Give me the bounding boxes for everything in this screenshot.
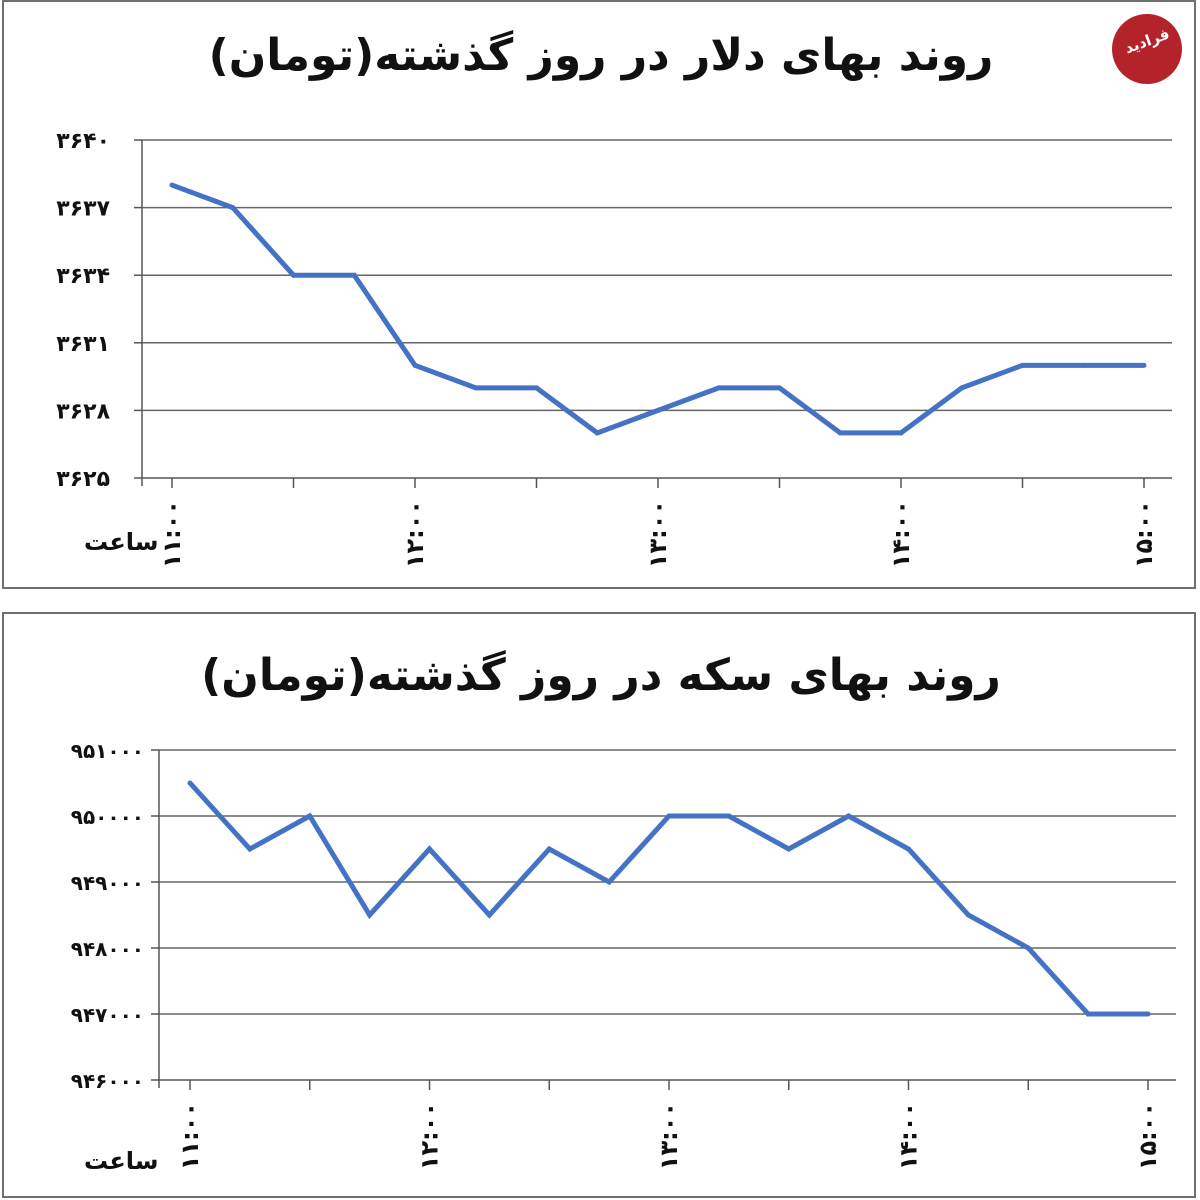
data-point [726,813,732,819]
x-tick-label: ۱۵:۰۰ [1134,1102,1162,1170]
x-tick-label: ۱۳:۰۰ [655,1102,683,1170]
data-point [351,272,357,278]
data-point [1025,945,1031,951]
y-tick-label: ۳۶۲۵ [56,467,110,492]
data-point [786,846,792,852]
data-point [187,780,193,786]
data-point [898,430,904,436]
coin-chart-plot: ۹۵۱۰۰۰ ۹۵۰۰۰۰ ۹۴۹۰۰۰ ۹۴۸۰۰۰ ۹۴۷۰۰۰ ۹۴۶۰۰۰ ۱۱:۰… [71,739,1176,1175]
data-point [307,813,313,819]
data-point [427,846,432,852]
coin-chart-panel: روند بهای سکه در روز گذشته(تومان) ۹۵۱۰۰۰… [2,612,1196,1198]
x-tick-label: ۱۴:۰۰ [895,1102,923,1170]
y-tick-label: ۳۶۳۷ [56,197,110,222]
x-axis-label: ساعت [84,528,158,556]
data-point [1141,362,1147,368]
y-tick-label: ۹۴۸۰۰۰ [71,937,144,961]
y-tick-label: ۹۴۹۰۰۰ [71,871,144,895]
dollar-chart-panel: روند بهای دلار در روز گذشته(تومان) فرادی… [2,0,1196,589]
x-tick-label: ۱۳:۰۰ [644,500,672,568]
data-point [1085,1011,1091,1017]
series-line [171,182,1144,436]
x-tick-label: ۱۲:۰۰ [401,500,429,568]
data-point [546,846,552,852]
x-tick-label: ۱۵:۰۰ [1130,500,1158,568]
y-tick-label: ۳۶۳۴ [56,264,110,289]
x-tick-label: ۱۲:۰۰ [416,1102,444,1170]
data-point [291,272,296,278]
panel-separator [0,590,1200,610]
data-point [594,430,600,436]
logo: فرادید [1112,14,1182,84]
data-point [473,385,479,391]
data-point [230,205,236,211]
data-point [965,912,971,918]
data-point [486,912,492,918]
data-point [1020,362,1025,368]
x-tick-label: ۱۴:۰۰ [887,500,915,568]
dollar-chart-plot: ۳۶۴۰ ۳۶۳۷ ۳۶۳۴ ۳۶۳۱ ۳۶۲۸ ۳۶۲۵ ۱۱:۰۰ ۱۲:۰۰ ۱۳:۰۰ ۱… [56,129,1172,568]
y-tick-label: ۳۶۲۸ [56,399,110,424]
coin-chart-title: روند بهای سکه در روز گذشته(تومان) [201,650,1001,701]
x-tick-label: ۱۱:۰۰ [158,500,186,568]
data-point [959,385,965,391]
y-tick-label: ۹۴۷۰۰۰ [71,1003,144,1027]
y-tick-label: ۳۶۴۰ [56,129,110,154]
data-point [412,362,418,368]
data-point [716,385,722,391]
data-point [1145,1011,1151,1017]
x-tick-label: ۱۱:۰۰ [176,1102,204,1170]
dollar-chart-title: روند بهای دلار در روز گذشته(تومان) [208,30,994,81]
data-point [169,182,175,188]
data-point [655,407,661,413]
y-tick-label: ۹۴۶۰۰۰ [71,1069,144,1093]
data-point [837,430,843,436]
y-tick-label: ۹۵۱۰۰۰ [71,739,144,763]
data-point [666,813,672,819]
x-axis-label: ساعت [84,1147,158,1175]
data-point [534,385,539,391]
data-point [846,813,852,819]
data-point [367,912,373,918]
data-point [906,846,911,852]
y-tick-label: ۹۵۰۰۰۰ [71,805,144,829]
y-tick-label: ۳۶۳۱ [56,332,110,357]
data-point [606,879,612,885]
data-point [777,385,782,391]
data-point [1080,362,1086,368]
data-point [247,846,253,852]
